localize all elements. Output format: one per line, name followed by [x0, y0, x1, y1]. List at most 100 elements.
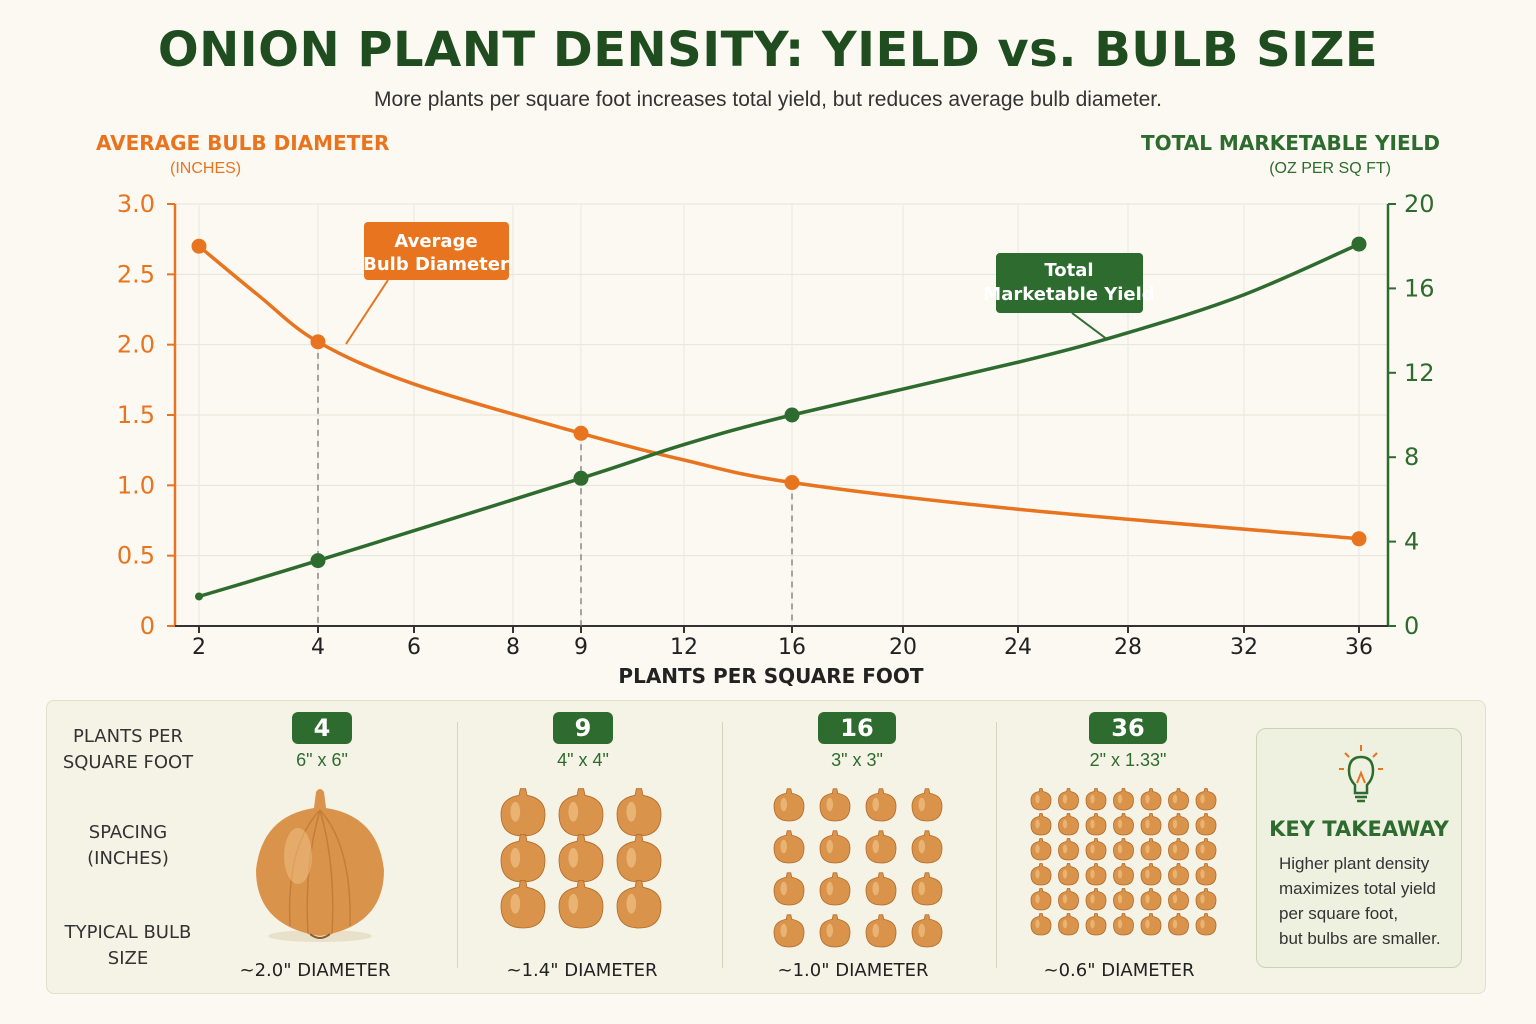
onion-icon	[1168, 863, 1189, 886]
onion-group-36	[1030, 788, 1217, 936]
page-subtitle: More plants per square foot increases to…	[374, 88, 1162, 111]
onion-icon	[1113, 888, 1134, 911]
takeaway-line: per square foot,	[1279, 904, 1399, 923]
onion-icon	[865, 914, 897, 948]
left-tick-label: 2.0	[117, 331, 155, 359]
onion-icon	[1085, 788, 1107, 811]
onion-icon	[1113, 838, 1134, 861]
lightbulb-icon	[1339, 745, 1383, 803]
x-tick-label: 4	[311, 635, 325, 660]
left-tick-label: 1.0	[117, 471, 155, 499]
right-tick-label: 0	[1404, 612, 1419, 640]
onion-icon	[500, 788, 546, 837]
yield-callout-box	[996, 253, 1143, 313]
onion-icon	[819, 872, 851, 906]
onion-icon	[773, 830, 805, 864]
onion-icon	[500, 834, 546, 883]
row-label-spacing-line1: SPACING	[88, 822, 168, 843]
takeaway-line: but bulbs are smaller.	[1279, 929, 1441, 948]
onion-icon	[773, 914, 805, 948]
x-tick-label: 6	[407, 635, 421, 660]
yield-point	[1351, 236, 1367, 252]
onion-icon	[1195, 838, 1217, 861]
diameter-line	[197, 244, 1361, 541]
onion-icon	[819, 830, 851, 864]
diameter-point	[1351, 531, 1367, 547]
x-tick-label: 24	[1004, 635, 1032, 660]
right-axis-title: TOTAL MARKETABLE YIELD	[1141, 131, 1440, 155]
left-tick-label: 3.0	[117, 190, 155, 218]
spacing-label: 3" x 3"	[831, 750, 883, 770]
onion-icon	[1058, 913, 1079, 936]
onion-icon	[1140, 838, 1162, 861]
onion-icon	[1195, 863, 1217, 886]
onion-icon	[1058, 838, 1079, 861]
plants-badge: 16	[818, 712, 896, 744]
density-column-36: 36 2" x 1.33"	[1018, 712, 1238, 771]
diameter-point	[784, 475, 800, 491]
key-takeaway-card: KEY TAKEAWAY Higher plant density maximi…	[1256, 728, 1462, 968]
onion-icon	[1140, 813, 1162, 836]
x-tick-label: 20	[889, 635, 917, 660]
onion-icon	[1085, 813, 1107, 836]
page-title: ONION PLANT DENSITY: YIELD vs. BULB SIZE	[157, 22, 1379, 78]
onion-icon	[616, 788, 662, 837]
onion-icon	[1113, 863, 1134, 886]
yield-point	[573, 470, 589, 486]
onion-group-9	[500, 788, 662, 929]
diameter-point	[310, 334, 326, 350]
density-column-9: 9 4" x 4"	[473, 712, 693, 771]
x-axis-title: PLANTS PER SQUARE FOOT	[618, 664, 924, 688]
row-label-spacing: SPACING (INCHES)	[48, 820, 208, 872]
right-tick-label: 12	[1404, 359, 1435, 387]
onion-icon	[911, 788, 943, 822]
right-axis-unit: (OZ PER SQ FT)	[1269, 160, 1391, 177]
onion-icon	[1140, 863, 1162, 886]
plants-badge: 4	[291, 712, 353, 744]
diameter-point	[573, 425, 589, 441]
plants-badge: 9	[552, 712, 614, 744]
plants-badge: 36	[1089, 712, 1167, 744]
onion-icon	[1168, 888, 1189, 911]
spacing-label: 2" x 1.33"	[1089, 750, 1167, 770]
density-column-16: 16 3" x 3"	[747, 712, 967, 771]
diameter-callout-box	[364, 222, 509, 280]
takeaway-line: maximizes total yield	[1279, 879, 1436, 898]
onion-icon	[1030, 838, 1052, 861]
onion-icon	[1195, 888, 1217, 911]
onion-icon	[1058, 863, 1079, 886]
onion-icon	[1085, 913, 1107, 936]
row-label-plants-line1: PLANTS PER	[73, 726, 183, 747]
takeaway-text: Higher plant density maximizes total yie…	[1279, 851, 1457, 951]
x-tick-label: 8	[506, 635, 520, 660]
onion-icon	[1140, 788, 1162, 811]
onion-icon	[911, 914, 943, 948]
spacing-label: 6" x 6"	[296, 750, 348, 770]
onion-icon	[1058, 788, 1079, 811]
onion-icon	[1195, 913, 1217, 936]
row-label-spacing-line2: (INCHES)	[87, 848, 169, 869]
diameter-callout-line2: Bulb Diameter	[363, 254, 509, 275]
onion-icon	[1168, 788, 1189, 811]
onion-icon	[616, 880, 662, 929]
takeaway-line: Higher plant density	[1279, 854, 1430, 873]
onion-icon	[1195, 788, 1217, 811]
onion-icon	[1113, 813, 1134, 836]
onion-icon	[616, 834, 662, 883]
column-divider	[722, 722, 723, 968]
column-divider	[996, 722, 997, 968]
onion-icon	[1030, 913, 1052, 936]
diameter-label: ~1.4" DIAMETER	[506, 960, 658, 981]
onion-icon	[1168, 838, 1189, 861]
yield-callout-pointer	[1071, 312, 1109, 341]
row-label-bulb: TYPICAL BULB SIZE	[48, 920, 208, 972]
x-tick-label: 9	[574, 635, 588, 660]
onion-icon	[1168, 913, 1189, 936]
onion-icon	[256, 789, 384, 942]
density-column-4: 4 6" x 6"	[212, 712, 432, 771]
yield-point	[784, 407, 800, 423]
column-divider	[457, 722, 458, 968]
x-tick-label: 16	[778, 635, 806, 660]
onion-icon	[500, 880, 546, 929]
onion-icon	[1168, 813, 1189, 836]
